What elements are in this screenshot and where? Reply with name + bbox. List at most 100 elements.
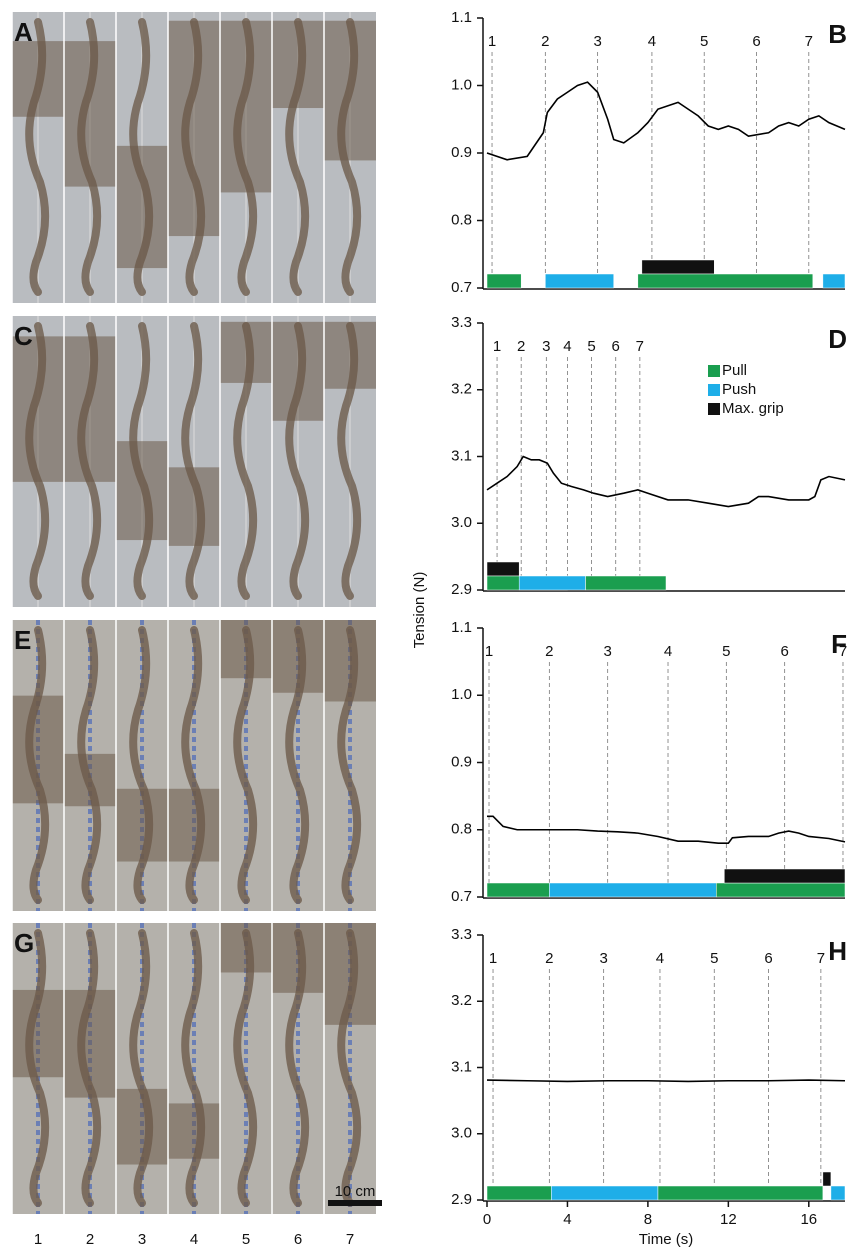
snake [25,929,50,1207]
phase-bar [641,259,715,275]
panel-letter: F [831,629,847,659]
y-tick-label: 1.0 [451,686,472,703]
event-label: 3 [542,338,550,355]
x-tick-label: 16 [800,1211,817,1228]
frame-label: 6 [294,1231,302,1248]
x-tick-label: 4 [563,1211,571,1228]
x-axis-label: Time (s) [639,1231,693,1248]
snake [233,929,258,1207]
grip-overlay [324,923,376,1025]
phase-bar [486,882,550,898]
grip-overlay [116,145,168,269]
phase-bar [545,273,614,289]
snake [181,929,206,1207]
y-tick-label: 0.7 [451,888,472,905]
phase-bar [637,273,814,289]
event-label: 3 [599,950,607,967]
frame-label: 2 [86,1231,94,1248]
grip-overlay [220,620,272,679]
phase-bar [830,1185,846,1201]
grip-overlay [116,1088,168,1165]
grip-overlay [220,923,272,973]
y-tick-label: 0.9 [451,753,472,770]
grip-overlay [12,695,64,804]
grip-overlay [272,20,324,109]
panel-letter: C [14,321,33,351]
frame-label: 7 [346,1231,354,1248]
y-tick-label: 3.2 [451,381,472,398]
y-tick-label: 1.0 [451,76,472,93]
phase-bar [549,882,717,898]
y-tick-label: 3.0 [451,1125,472,1142]
panel-letter: B [828,19,847,49]
y-tick-label: 3.2 [451,992,472,1009]
event-label: 5 [710,950,718,967]
panel-letter: E [14,625,31,655]
panel-letter: A [14,17,33,47]
event-label: 7 [636,338,644,355]
frame-label: 4 [190,1231,198,1248]
event-label: 5 [700,33,708,50]
legend-label: Pull [722,362,747,379]
x-tick-label: 12 [720,1211,737,1228]
phase-bar [716,882,846,898]
event-label: 4 [563,338,571,355]
grip-overlay [272,620,324,693]
y-tick-label: 3.1 [451,447,472,464]
event-label: 3 [604,643,612,660]
event-label: 6 [780,643,788,660]
grip-overlay [12,336,64,482]
event-label: 2 [517,338,525,355]
phase-bar [551,1185,659,1201]
grip-overlay [324,620,376,702]
grip-overlay [272,923,324,993]
y-tick-label: 0.8 [451,211,472,228]
grip-overlay [116,441,168,541]
tension-line [486,1079,846,1083]
event-label: 7 [839,643,847,660]
grip-overlay [12,41,64,117]
phase-bar [486,1185,552,1201]
x-tick-label: 0 [483,1211,491,1228]
grip-overlay [324,321,376,389]
event-label: 7 [805,33,813,50]
event-label: 7 [817,950,825,967]
phase-bar [518,575,586,591]
y-tick-label: 3.3 [451,926,472,943]
scale-bar [328,1200,382,1206]
grip-overlay [64,336,116,482]
event-label: 5 [722,643,730,660]
phase-bar [822,273,846,289]
grip-overlay [64,41,116,187]
y-tick-label: 0.7 [451,279,472,296]
event-label: 5 [587,338,595,355]
grip-overlay [168,20,220,237]
y-tick-label: 3.0 [451,514,472,531]
grip-overlay [168,1103,220,1159]
event-label: 1 [489,950,497,967]
y-tick-label: 1.1 [451,619,472,636]
y-axis-label: Tension (N) [411,572,428,649]
grip-overlay [324,20,376,161]
grip-overlay [12,989,64,1078]
legend-label: Push [722,381,756,398]
event-label: 2 [545,950,553,967]
tension-line [486,81,846,161]
phase-bar [486,561,520,577]
grip-overlay [116,788,168,862]
x-tick-label: 8 [644,1211,652,1228]
phase-bar [486,273,522,289]
event-label: 6 [752,33,760,50]
phase-bar [585,575,667,591]
event-label: 3 [593,33,601,50]
event-label: 6 [764,950,772,967]
phase-bar [822,1171,832,1187]
scale-label: 10 cm [335,1183,376,1200]
grip-overlay [220,321,272,383]
tension-line [486,455,846,508]
y-tick-label: 3.3 [451,314,472,331]
legend-swatch [708,384,720,396]
phase-bar [724,868,846,884]
phase-bar [657,1185,824,1201]
